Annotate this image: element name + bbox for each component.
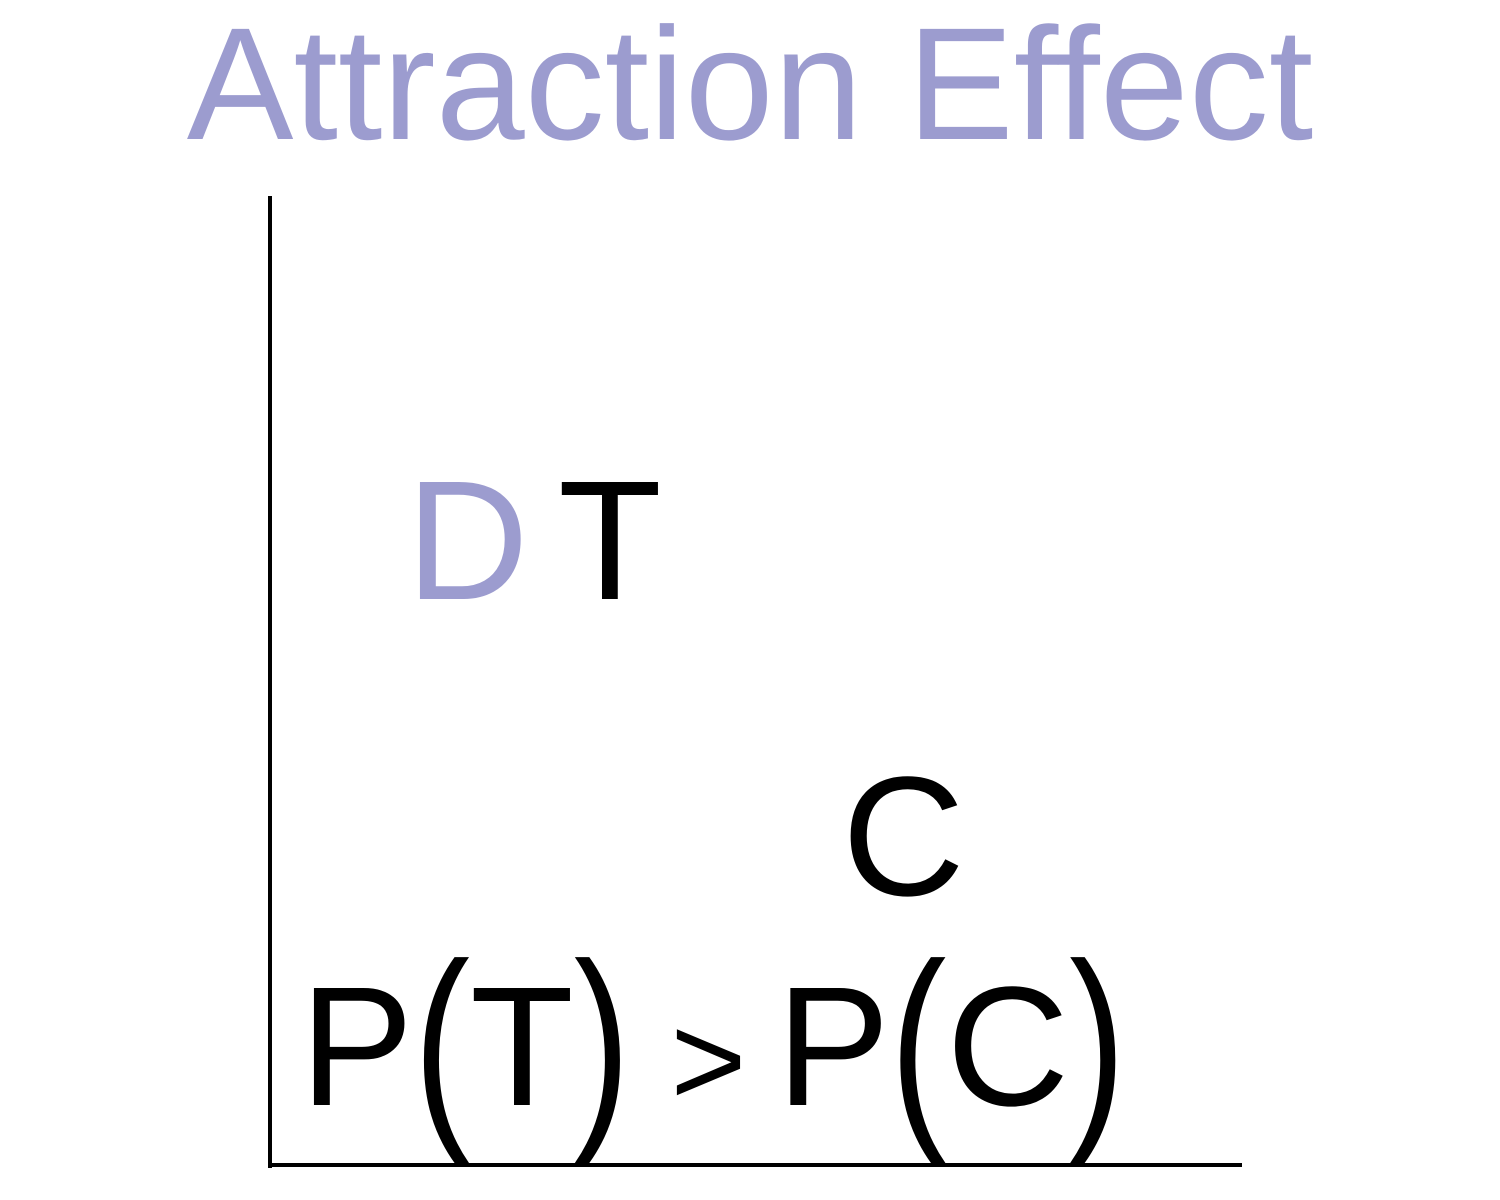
rhs-open-paren: (	[889, 918, 947, 1166]
rhs-function: P	[776, 952, 890, 1142]
lhs-function: P	[300, 952, 414, 1142]
slide-title: Attraction Effect	[186, 0, 1314, 173]
probability-inequality: P(T) > P(C)	[300, 931, 1126, 1152]
option-t-target: T	[558, 446, 662, 636]
y-axis-line	[268, 196, 272, 1168]
greater-than-operator: >	[670, 987, 747, 1133]
option-d-decoy: D	[406, 446, 529, 636]
option-c-competitor: C	[842, 742, 965, 932]
rhs-close-paren: )	[1069, 918, 1126, 1166]
lhs-close-paren: )	[573, 918, 631, 1166]
lhs-argument: T	[470, 952, 574, 1142]
lhs-open-paren: (	[413, 918, 471, 1166]
rhs-argument: C	[946, 952, 1070, 1142]
x-axis-line	[268, 1163, 1242, 1167]
